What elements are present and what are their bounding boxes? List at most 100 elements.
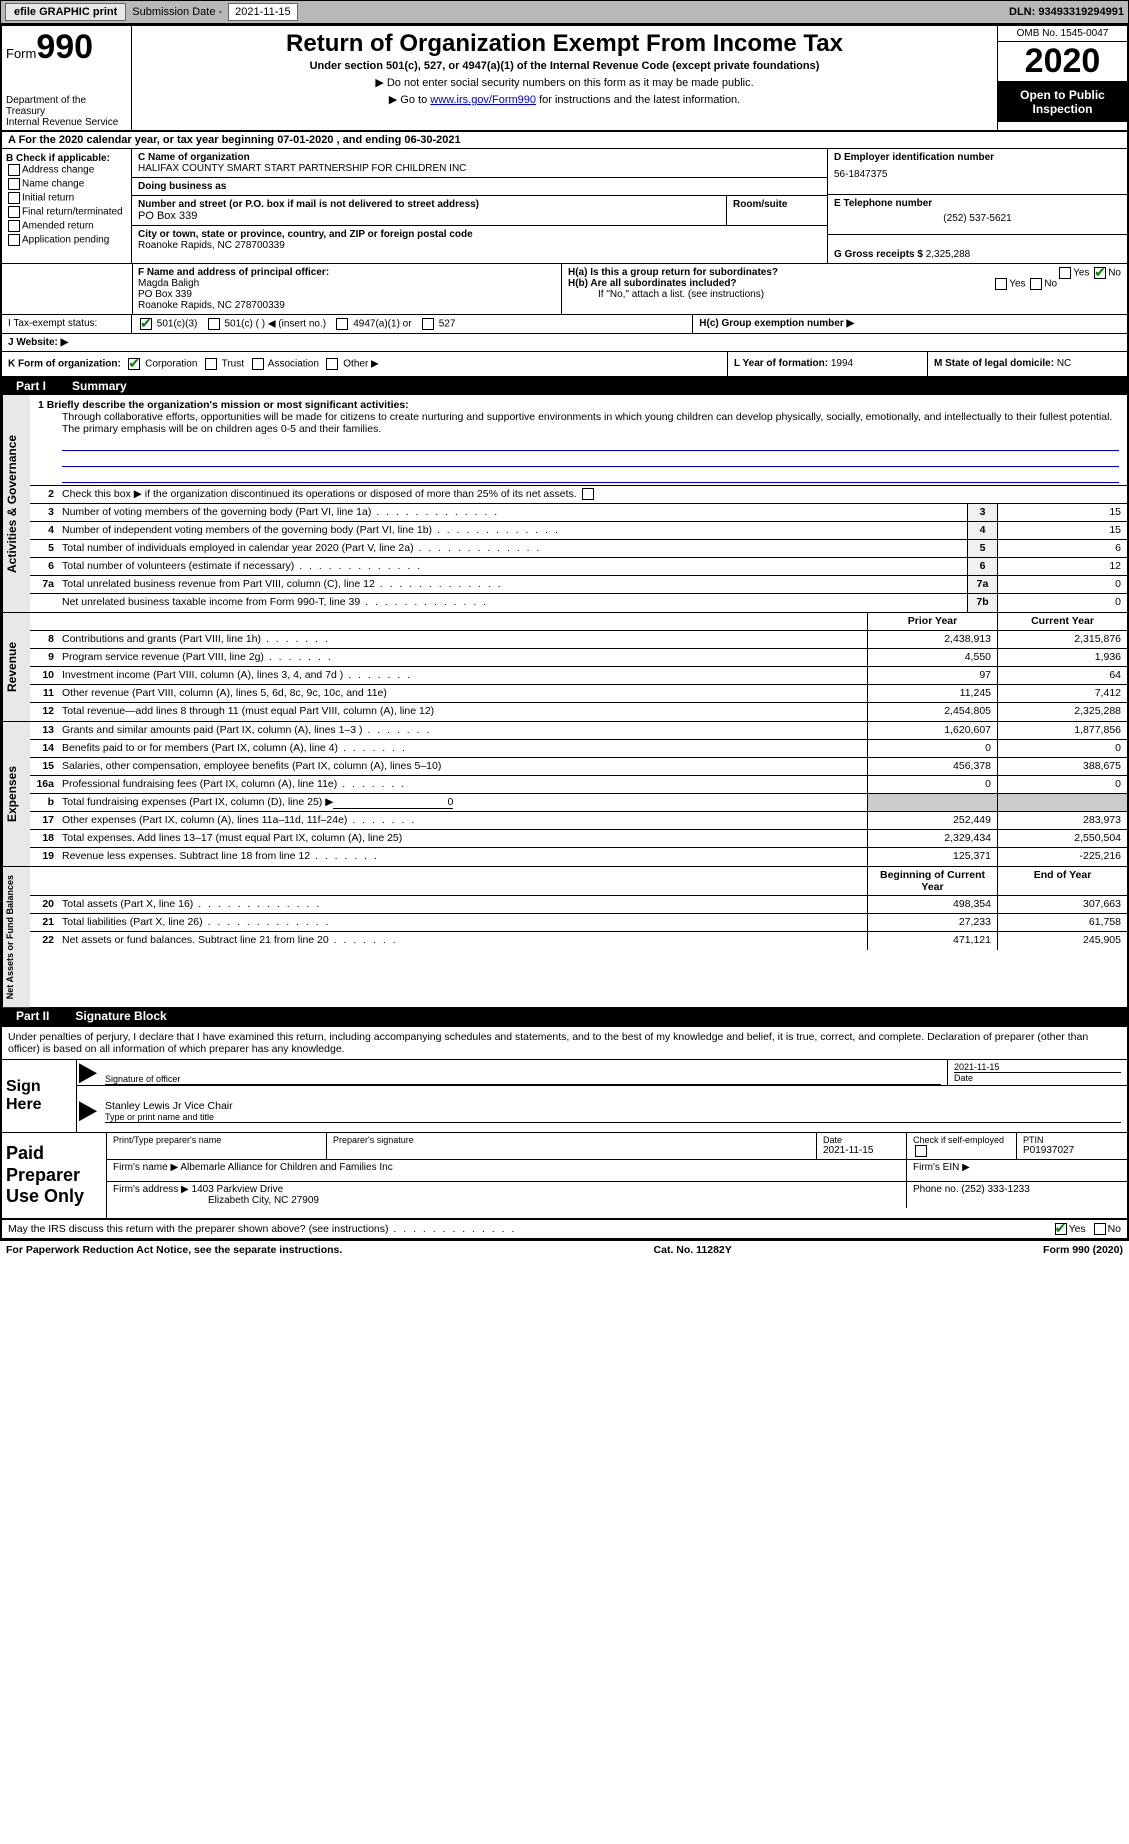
revenue-section: Revenue Prior YearCurrent Year 8Contribu… xyxy=(2,612,1127,721)
street-value: PO Box 339 xyxy=(138,210,720,222)
perjury-declaration: Under penalties of perjury, I declare th… xyxy=(2,1027,1127,1059)
form-title: Return of Organization Exempt From Incom… xyxy=(140,30,989,58)
dln: DLN: 93493319294991 xyxy=(1009,6,1124,18)
officer-group-row: F Name and address of principal officer:… xyxy=(2,264,1127,315)
chk-4947[interactable] xyxy=(336,318,348,330)
dept-treasury: Department of the Treasury Internal Reve… xyxy=(6,95,127,128)
revenue-tab: Revenue xyxy=(2,613,30,721)
org-name: HALIFAX COUNTY SMART START PARTNERSHIP F… xyxy=(138,163,821,174)
paid-preparer-grid: Paid Preparer Use Only Print/Type prepar… xyxy=(2,1133,1127,1220)
chk-association[interactable] xyxy=(252,358,264,370)
year-formation: 1994 xyxy=(831,358,853,369)
box-c: C Name of organization HALIFAX COUNTY SM… xyxy=(132,149,827,263)
state-domicile: NC xyxy=(1057,358,1071,369)
dba-label: Doing business as xyxy=(138,181,821,192)
prior-year-hdr: Prior Year xyxy=(867,613,997,630)
page-footer: For Paperwork Reduction Act Notice, see … xyxy=(0,1241,1129,1259)
org-form-row: K Form of organization: Corporation Trus… xyxy=(2,352,1127,377)
h-note: If "No," attach a list. (see instruction… xyxy=(568,289,1121,300)
header-right: OMB No. 1545-0047 2020 Open to Public In… xyxy=(997,26,1127,130)
website-row: J Website: ▶ xyxy=(2,334,1127,352)
expenses-tab: Expenses xyxy=(2,722,30,866)
form-header: Form990 Department of the Treasury Inter… xyxy=(2,26,1127,132)
box-h: H(a) Is this a group return for subordin… xyxy=(562,264,1127,314)
open-to-public: Open to Public Inspection xyxy=(998,82,1127,122)
firm-name: Albemarle Alliance for Children and Fami… xyxy=(180,1162,392,1173)
city-label: City or town, state or province, country… xyxy=(138,229,821,240)
ptin-value: P01937027 xyxy=(1023,1145,1121,1156)
chk-other[interactable] xyxy=(326,358,338,370)
line2-text: Check this box ▶ if the organization dis… xyxy=(58,486,1127,503)
phone-value: (252) 537-5621 xyxy=(834,213,1121,224)
omb-number: OMB No. 1545-0047 xyxy=(998,26,1127,42)
sig-arrow-icon-2 xyxy=(79,1101,97,1121)
officer-addr1: PO Box 339 xyxy=(138,289,555,300)
gross-receipts-label: G Gross receipts $ xyxy=(834,249,926,260)
box-b-title: B Check if applicable: xyxy=(6,153,127,164)
prep-date: 2021-11-15 xyxy=(823,1145,900,1156)
instructions-link-line: ▶ Go to www.irs.gov/Form990 for instruct… xyxy=(140,93,989,106)
officer-signature-field[interactable]: Signature of officer xyxy=(105,1060,941,1085)
header-left: Form990 Department of the Treasury Inter… xyxy=(2,26,132,130)
line3-val: 15 xyxy=(997,504,1127,521)
expenses-section: Expenses 13Grants and similar amounts pa… xyxy=(2,721,1127,866)
tax-period: A For the 2020 calendar year, or tax yea… xyxy=(2,132,1127,149)
officer-addr2: Roanoke Rapids, NC 278700339 xyxy=(138,300,555,311)
chk-trust[interactable] xyxy=(205,358,217,370)
sign-here-grid: Sign Here Signature of officer 2021-11-1… xyxy=(2,1059,1127,1133)
sign-here-label: Sign Here xyxy=(2,1060,77,1132)
fundraising-total: 0 xyxy=(333,796,453,809)
ssn-warning: ▶ Do not enter social security numbers o… xyxy=(140,76,989,89)
header-title-block: Return of Organization Exempt From Incom… xyxy=(132,26,997,130)
chk-501c3[interactable] xyxy=(140,318,152,330)
chk-501c[interactable] xyxy=(208,318,220,330)
chk-amended-return[interactable]: Amended return xyxy=(6,220,127,232)
chk-discuss-no[interactable] xyxy=(1094,1223,1106,1235)
netassets-section: Net Assets or Fund Balances Beginning of… xyxy=(2,866,1127,1007)
top-toolbar: efile GRAPHIC print Submission Date - 20… xyxy=(0,0,1129,24)
efile-print-btn[interactable]: efile GRAPHIC print xyxy=(5,3,126,21)
firm-addr2: Elizabeth City, NC 27909 xyxy=(208,1195,319,1206)
chk-initial-return[interactable]: Initial return xyxy=(6,192,127,204)
gross-receipts-value: 2,325,288 xyxy=(926,249,971,260)
discuss-row: May the IRS discuss this return with the… xyxy=(2,1220,1127,1239)
governance-section: Activities & Governance 1 Briefly descri… xyxy=(2,395,1127,612)
box-f: F Name and address of principal officer:… xyxy=(2,264,562,314)
chk-self-employed[interactable] xyxy=(915,1145,927,1157)
chk-discontinued[interactable] xyxy=(582,488,594,500)
paperwork-notice: For Paperwork Reduction Act Notice, see … xyxy=(6,1244,342,1256)
tax-year: 2020 xyxy=(998,42,1127,82)
instructions-link[interactable]: www.irs.gov/Form990 xyxy=(430,94,536,106)
org-name-label: C Name of organization xyxy=(138,152,821,163)
chk-discuss-yes[interactable] xyxy=(1055,1223,1067,1235)
line3-text: Number of voting members of the governin… xyxy=(58,504,967,521)
chk-527[interactable] xyxy=(422,318,434,330)
submission-date: 2021-11-15 xyxy=(228,3,297,21)
form-number: 990 xyxy=(36,28,93,66)
signature-section: Under penalties of perjury, I declare th… xyxy=(2,1025,1127,1239)
chk-application-pending[interactable]: Application pending xyxy=(6,234,127,246)
room-label: Room/suite xyxy=(733,199,821,210)
chk-name-change[interactable]: Name change xyxy=(6,178,127,190)
officer-name: Magda Baligh xyxy=(138,278,555,289)
box-b: B Check if applicable: Address change Na… xyxy=(2,149,132,263)
right-info-col: D Employer identification number 56-1847… xyxy=(827,149,1127,263)
governance-tab: Activities & Governance xyxy=(2,395,30,612)
phone-label: E Telephone number xyxy=(834,198,1121,209)
begin-year-hdr: Beginning of Current Year xyxy=(867,867,997,895)
officer-name-field[interactable]: Stanley Lewis Jr Vice Chair Type or prin… xyxy=(105,1086,1121,1123)
chk-corporation[interactable] xyxy=(128,358,140,370)
firm-addr1: 1403 Parkview Drive xyxy=(192,1184,284,1195)
chk-final-return[interactable]: Final return/terminated xyxy=(6,206,127,218)
firm-phone: (252) 333-1233 xyxy=(961,1184,1029,1195)
current-year-hdr: Current Year xyxy=(997,613,1127,630)
part1-header: Part I Summary xyxy=(2,377,1127,395)
sig-arrow-icon xyxy=(79,1063,97,1083)
part2-header: Part II Signature Block xyxy=(2,1007,1127,1025)
paid-preparer-label: Paid Preparer Use Only xyxy=(2,1133,107,1218)
tax-status-row: I Tax-exempt status: 501(c)(3) 501(c) ( … xyxy=(2,315,1127,334)
chk-address-change[interactable]: Address change xyxy=(6,164,127,176)
ein-label: D Employer identification number xyxy=(834,152,1121,163)
mission-block: 1 Briefly describe the organization's mi… xyxy=(30,395,1127,486)
end-year-hdr: End of Year xyxy=(997,867,1127,895)
